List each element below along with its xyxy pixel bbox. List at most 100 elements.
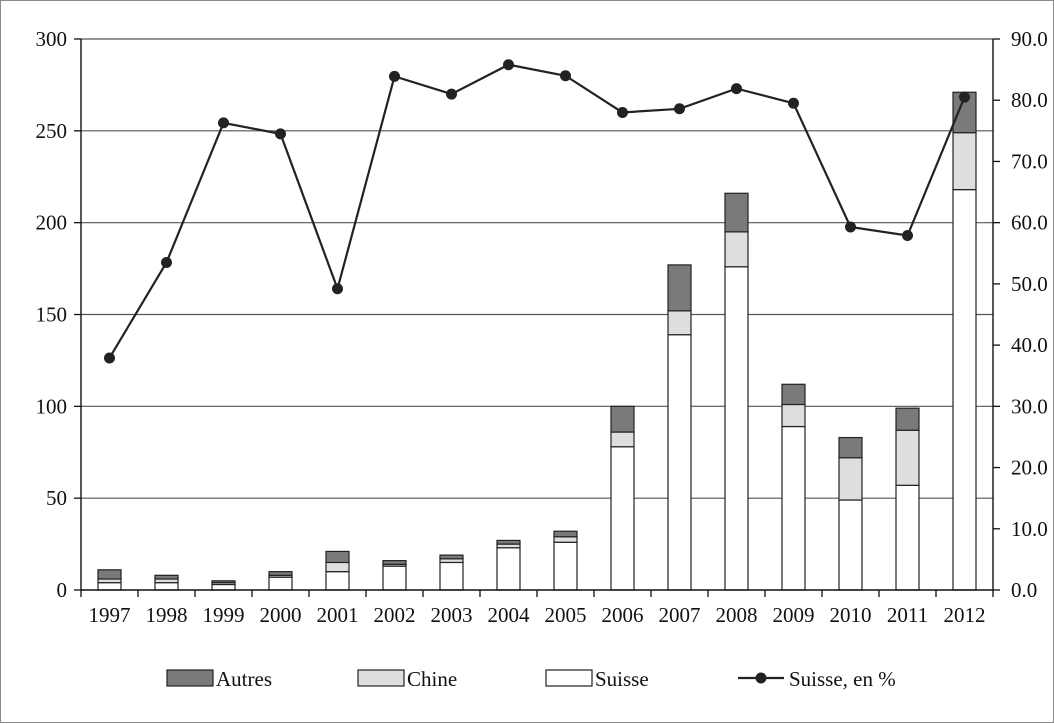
legend-swatch-1	[357, 669, 405, 687]
bar-suisse-2008	[724, 266, 749, 591]
bar-autres-2011	[895, 407, 920, 431]
x-tick-label: 2010	[830, 603, 872, 627]
x-tick-label: 2006	[602, 603, 644, 627]
grid-lines	[81, 38, 993, 499]
bar-suisse-2001	[325, 571, 350, 591]
bar-suisse-1997	[97, 582, 122, 591]
bar-autres-1999	[211, 580, 236, 584]
bar-suisse-2003	[439, 561, 464, 591]
bar-autres-2002	[382, 560, 407, 565]
bar-suisse-2007	[667, 334, 692, 591]
right-tick-label: 30.0	[1011, 394, 1048, 418]
bar-autres-2006	[610, 405, 635, 433]
bar-suisse-2011	[895, 484, 920, 591]
line-point-2011	[902, 230, 913, 242]
legend-label-3: Suisse, en %	[789, 667, 896, 691]
x-tick-label: 2001	[317, 603, 359, 627]
bar-autres-2009	[781, 383, 806, 406]
bar-autres-2007	[667, 264, 692, 312]
legend-swatch-0	[166, 669, 214, 687]
bar-suisse-2000	[268, 576, 293, 591]
bar-suisse-2010	[838, 499, 863, 591]
left-tick-label: 100	[36, 394, 68, 418]
bar-suisse-1998	[154, 582, 179, 591]
right-tick-label: 10.0	[1011, 517, 1048, 541]
bar-chine-2011	[895, 429, 920, 486]
right-tick-label: 20.0	[1011, 456, 1048, 480]
bar-chine-2012	[952, 132, 977, 191]
bar-autres-2008	[724, 192, 749, 233]
line-point-2000	[275, 128, 286, 140]
x-tick-label: 2008	[716, 603, 758, 627]
line-point-2006	[617, 106, 628, 118]
x-tick-label: 2002	[374, 603, 416, 627]
bar-autres-2001	[325, 550, 350, 564]
axes-layer: 0 50 100 150 200 250 300 0.0 10.0 20.0 30.0 40.0 50.…	[36, 27, 1048, 627]
bar-chine-2009	[781, 403, 806, 428]
bar-suisse-1999	[211, 583, 236, 591]
x-tick-label: 2000	[260, 603, 302, 627]
line-point-2001	[332, 283, 343, 295]
right-tick-label: 50.0	[1011, 272, 1048, 296]
left-tick-label: 300	[36, 27, 68, 51]
legend-label-1: Chine	[407, 667, 457, 691]
bar-autres-2000	[268, 571, 293, 576]
line-point-2005	[560, 70, 571, 82]
x-tick-label: 1997	[89, 603, 131, 627]
bar-chine-2007	[667, 310, 692, 336]
bar-chine-2010	[838, 457, 863, 501]
x-tick-label: 1998	[146, 603, 188, 627]
line-point-2002	[389, 70, 400, 82]
x-tick-label: 1999	[203, 603, 245, 627]
bar-suisse-2006	[610, 446, 635, 591]
x-tick-label: 2004	[488, 603, 531, 627]
bar-autres-2010	[838, 436, 863, 459]
bar-autres-2005	[553, 530, 578, 538]
line-suisse-pct	[108, 63, 966, 359]
bar-suisse-2005	[553, 541, 578, 591]
legend-swatch-2	[545, 669, 593, 687]
line-point-2009	[788, 97, 799, 109]
right-tick-label: 40.0	[1011, 333, 1048, 357]
right-tick-label: 70.0	[1011, 149, 1048, 173]
bar-suisse-2009	[781, 425, 806, 591]
x-tick-label: 2003	[431, 603, 473, 627]
line-point-2008	[731, 83, 742, 95]
bar-chine-2008	[724, 231, 749, 268]
legend-label-0: Autres	[216, 667, 272, 691]
x-tick-label: 2009	[773, 603, 815, 627]
bar-autres-2003	[439, 554, 464, 560]
x-tick-label: 2007	[659, 603, 701, 627]
line-point-2007	[674, 103, 685, 115]
line-point-1997	[104, 352, 115, 364]
legend-label-2: Suisse	[595, 667, 649, 691]
right-tick-label: 80.0	[1011, 88, 1048, 112]
right-tick-label: 0.0	[1011, 578, 1037, 602]
bar-chine-2001	[325, 561, 350, 573]
left-tick-label: 250	[36, 119, 68, 143]
left-tick-label: 200	[36, 211, 68, 235]
x-tick-label: 2012	[944, 603, 986, 627]
bar-chine-2005	[553, 536, 578, 543]
x-tick-label: 2005	[545, 603, 587, 627]
left-tick-label: 0	[57, 578, 68, 602]
legend-line-marker	[755, 672, 767, 684]
right-tick-label: 60.0	[1011, 211, 1048, 235]
right-tick-label: 90.0	[1011, 27, 1048, 51]
bar-chine-2006	[610, 431, 635, 448]
bar-suisse-2012	[952, 189, 977, 591]
line-series-layer	[104, 59, 970, 364]
bar-suisse-2004	[496, 547, 521, 591]
line-point-2003	[446, 88, 457, 100]
bar-autres-1998	[154, 574, 179, 580]
bar-autres-2004	[496, 539, 521, 545]
bar-autres-1997	[97, 569, 122, 580]
left-tick-label: 150	[36, 303, 68, 327]
bars-layer	[97, 91, 977, 591]
x-tick-label: 2011	[887, 603, 928, 627]
line-point-1998	[161, 256, 172, 268]
left-tick-label: 50	[46, 486, 67, 510]
legend: Autres Chine Suisse Suisse, en %	[166, 667, 896, 691]
